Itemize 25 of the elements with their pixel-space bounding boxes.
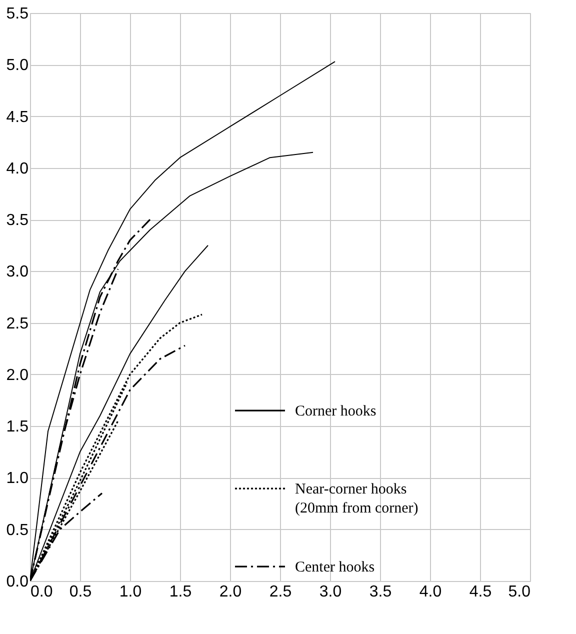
x-tick-label: 5.0: [508, 584, 531, 600]
y-tick-label: 5.0: [6, 57, 29, 74]
legend-label: Center hooks: [295, 560, 375, 576]
x-tick-label: 1.5: [169, 584, 192, 600]
legend-label: Corner hooks: [295, 404, 376, 420]
y-tick-label: 1.0: [6, 470, 29, 488]
x-tick-label: 2.0: [219, 584, 242, 600]
x-tick-label: 1.0: [119, 584, 142, 600]
y-tick-label: 3.0: [6, 264, 29, 281]
x-tick-label: 4.0: [419, 584, 442, 600]
y-tick-label: 2.0: [6, 366, 29, 384]
y-tick-label: 5.5: [6, 6, 29, 22]
x-tick-label: 4.5: [469, 584, 492, 600]
y-tick-label: 2.5: [6, 315, 29, 332]
x-tick-label: 2.5: [269, 584, 292, 600]
x-tick-label: 3.5: [369, 584, 392, 600]
y-tick-label: 3.5: [6, 212, 29, 230]
x-tick-label: 0.5: [69, 584, 92, 600]
legend-label: Near-corner hooks (20mm from corner): [295, 482, 418, 517]
y-tick-label: 4.0: [6, 160, 29, 178]
y-tick-label: 1.5: [6, 418, 29, 436]
x-tick-label: 3.0: [319, 584, 342, 600]
x-tick-label: 0.0: [30, 584, 53, 600]
y-tick-label: 0.5: [6, 522, 29, 539]
y-tick-label: 4.5: [6, 108, 29, 126]
